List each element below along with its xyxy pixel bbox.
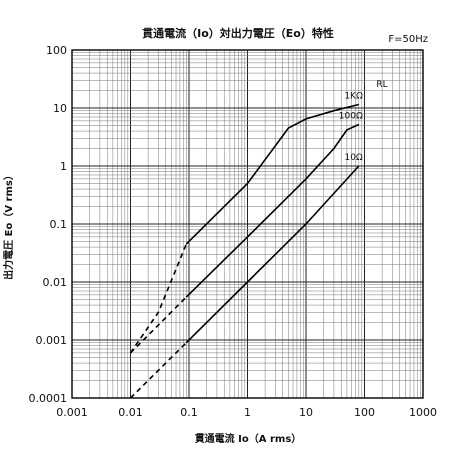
- curve-1k-solid: [185, 103, 359, 245]
- series-label: 10Ω: [344, 153, 362, 163]
- y-tick-label: 0.0001: [29, 392, 68, 405]
- series-label: 100Ω: [339, 111, 363, 121]
- y-tick-label: 0.1: [50, 218, 68, 231]
- y-tick-label: 10: [53, 102, 67, 115]
- y-axis-label: 出力電圧 Eo（V rms）: [2, 170, 15, 280]
- legend-title: RL: [376, 80, 387, 90]
- frequency-annotation: F=50Hz: [388, 34, 428, 45]
- y-tick-label: 1: [60, 160, 67, 173]
- curve-100-solid: [185, 123, 360, 298]
- curve-10-solid: [185, 165, 360, 344]
- x-tick-label: 1000: [409, 406, 437, 419]
- y-tick-label: 0.001: [36, 334, 68, 347]
- series-label: 1KΩ: [344, 91, 363, 101]
- curves: [129, 103, 360, 399]
- x-tick-label: 0.01: [118, 406, 143, 419]
- x-axis-ticks: 0.001 0.01 0.1 1 10 100 1000: [56, 406, 437, 419]
- x-tick-label: 100: [354, 406, 375, 419]
- series-labels: 1KΩ 100Ω 10Ω: [339, 91, 363, 163]
- y-tick-label: 100: [46, 44, 67, 57]
- y-axis-ticks: 0.0001 0.001 0.01 0.1 1 10 100: [29, 44, 68, 405]
- x-axis-label: 貫通電流 Io（A rms）: [195, 432, 302, 445]
- curve-10-dashed: [129, 342, 187, 399]
- y-tick-label: 0.01: [43, 276, 68, 289]
- grid: [71, 50, 423, 399]
- x-tick-label: 0.1: [180, 406, 198, 419]
- chart-title: 貫通電流（Io）対出力電圧（Eo）特性: [142, 26, 334, 40]
- x-tick-label: 1: [244, 406, 251, 419]
- curve-100-dashed: [129, 296, 187, 354]
- x-tick-label: 0.001: [56, 406, 88, 419]
- plot-frame: [71, 49, 424, 399]
- curve-1k-dashed: [129, 243, 188, 354]
- x-tick-label: 10: [299, 406, 313, 419]
